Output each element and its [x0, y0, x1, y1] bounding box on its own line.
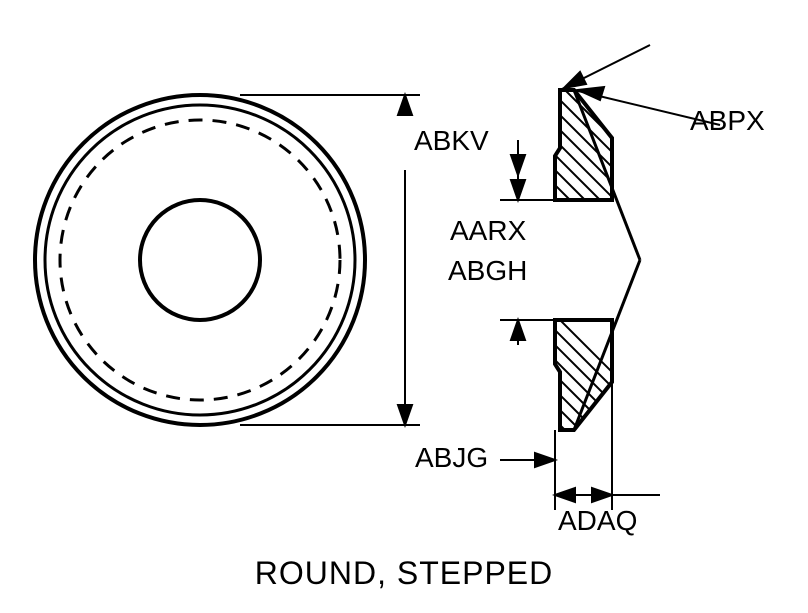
label-abpx: ABPX — [690, 105, 765, 137]
front-view — [35, 95, 365, 425]
diagram-svg — [0, 0, 808, 613]
label-abjg: ABJG — [415, 442, 488, 474]
profile-view — [540, 80, 675, 435]
dimension-abjg — [500, 430, 555, 475]
label-aarx: AARX — [450, 215, 526, 247]
label-abgh: ABGH — [448, 255, 527, 287]
label-abkv: ABKV — [414, 125, 489, 157]
label-adaq: ADAQ — [558, 505, 637, 537]
dimension-abkv — [240, 95, 420, 425]
dimension-adaq — [555, 382, 660, 510]
caption: ROUND, STEPPED — [200, 555, 608, 592]
engineering-diagram: ABKV ABPX AARX ABGH ABJG ADAQ ROUND, STE… — [0, 0, 808, 613]
